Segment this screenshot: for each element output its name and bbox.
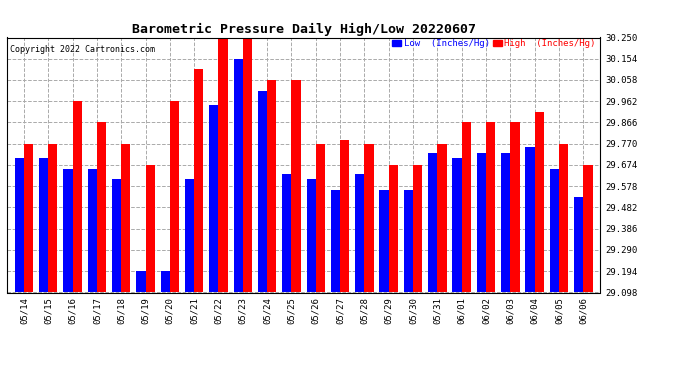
Bar xyxy=(194,69,204,292)
Bar xyxy=(97,123,106,292)
Bar xyxy=(24,144,33,292)
Bar xyxy=(535,112,544,292)
Bar xyxy=(243,38,252,292)
Bar xyxy=(462,123,471,292)
Text: Copyright 2022 Cartronics.com: Copyright 2022 Cartronics.com xyxy=(10,45,155,54)
Bar xyxy=(185,179,194,292)
Bar xyxy=(267,80,277,292)
Bar xyxy=(48,144,57,292)
Bar xyxy=(39,158,48,292)
Bar xyxy=(340,140,349,292)
Bar xyxy=(364,144,374,292)
Bar xyxy=(88,168,97,292)
Bar xyxy=(233,59,243,292)
Bar xyxy=(137,271,146,292)
Bar xyxy=(574,197,583,292)
Bar xyxy=(291,80,301,292)
Bar xyxy=(404,190,413,292)
Bar xyxy=(511,123,520,292)
Bar xyxy=(306,179,316,292)
Bar xyxy=(355,174,364,292)
Bar xyxy=(559,144,568,292)
Bar xyxy=(72,101,82,292)
Bar xyxy=(14,158,24,292)
Bar xyxy=(112,179,121,292)
Bar xyxy=(486,123,495,292)
Bar xyxy=(121,144,130,292)
Bar xyxy=(428,153,437,292)
Bar xyxy=(413,165,422,292)
Bar xyxy=(453,158,462,292)
Bar xyxy=(316,144,325,292)
Bar xyxy=(170,101,179,292)
Bar xyxy=(388,165,398,292)
Bar xyxy=(258,91,267,292)
Bar xyxy=(209,105,219,292)
Bar xyxy=(525,147,535,292)
Bar xyxy=(219,38,228,292)
Title: Barometric Pressure Daily High/Low 20220607: Barometric Pressure Daily High/Low 20220… xyxy=(132,23,475,36)
Bar xyxy=(477,153,486,292)
Bar xyxy=(161,271,170,292)
Bar xyxy=(63,168,72,292)
Bar xyxy=(282,174,291,292)
Bar xyxy=(501,153,511,292)
Bar xyxy=(380,190,388,292)
Bar xyxy=(146,165,155,292)
Bar xyxy=(331,190,340,292)
Bar xyxy=(437,144,446,292)
Bar xyxy=(583,165,593,292)
Bar xyxy=(550,168,559,292)
Legend: Low  (Inches/Hg), High  (Inches/Hg): Low (Inches/Hg), High (Inches/Hg) xyxy=(392,39,595,48)
